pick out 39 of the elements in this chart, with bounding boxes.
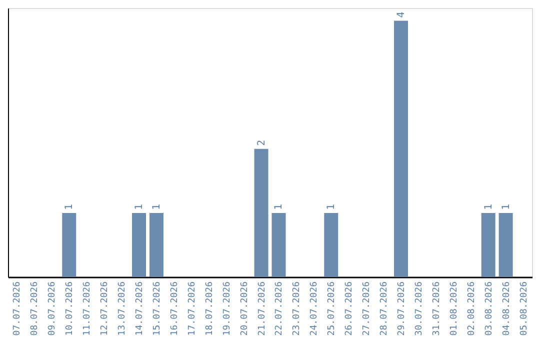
x-tick-label: 27.07.2026 (362, 282, 372, 336)
data-label: 1 (483, 204, 494, 210)
data-label: 4 (396, 12, 407, 18)
x-tick-label: 24.07.2026 (310, 282, 320, 336)
x-tick-label: 22.07.2026 (274, 282, 285, 336)
x-tick-label: 31.07.2026 (432, 282, 442, 336)
x-tick-label: 30.07.2026 (414, 282, 424, 336)
x-tick-label: 08.07.2026 (30, 282, 40, 336)
x-tick-label: 12.07.2026 (100, 282, 110, 336)
x-tick-label: 29.07.2026 (397, 282, 407, 336)
x-tick-label: 02.08.2026 (466, 282, 477, 336)
x-tick-label: 19.07.2026 (222, 282, 232, 336)
data-label: 1 (500, 204, 512, 210)
data-label: 1 (326, 204, 338, 210)
x-tick-label: 09.07.2026 (48, 282, 58, 336)
data-label: 1 (274, 204, 285, 210)
x-tick-label: 26.07.2026 (344, 282, 355, 336)
x-tick-label: 20.07.2026 (240, 282, 250, 336)
x-tick-label: 11.07.2026 (82, 282, 93, 336)
x-tick-label: 15.07.2026 (152, 282, 162, 336)
x-tick-label: 18.07.2026 (204, 282, 215, 336)
x-tick-label: 21.07.2026 (257, 282, 268, 336)
x-tick-label: 01.08.2026 (449, 282, 460, 336)
x-tick-label: 17.07.2026 (187, 282, 198, 336)
x-tick-label: 07.07.2026 (12, 282, 23, 336)
x-tick-label: 13.07.2026 (118, 282, 128, 336)
x-tick-label: 16.07.2026 (170, 282, 180, 336)
data-label: 2 (256, 140, 268, 146)
data-label: 1 (134, 204, 145, 210)
data-label: 1 (64, 204, 76, 210)
data-label: 1 (151, 204, 162, 210)
x-tick-label: 05.08.2026 (519, 282, 530, 336)
x-tick-label: 10.07.2026 (65, 282, 76, 336)
x-tick-label: 14.07.2026 (135, 282, 145, 336)
x-tick-label: 25.07.2026 (327, 282, 338, 336)
x-tick-label: 03.08.2026 (484, 282, 494, 336)
x-tick-label: 28.07.2026 (380, 282, 390, 336)
x-tick-label: 04.08.2026 (502, 282, 512, 336)
x-tick-label: 23.07.2026 (292, 282, 302, 336)
